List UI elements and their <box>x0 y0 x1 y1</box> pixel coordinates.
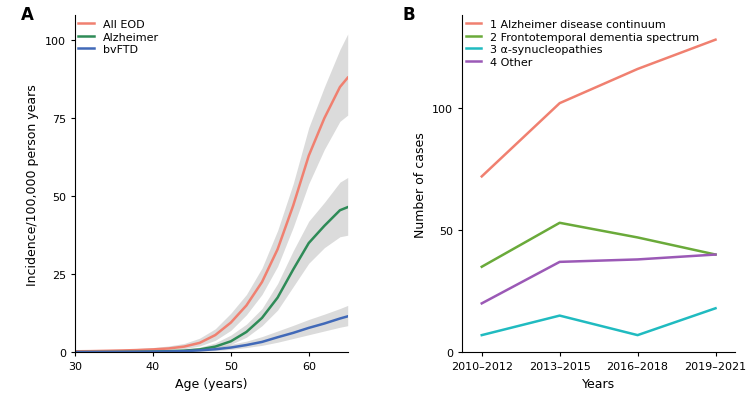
Alzheimer <box>289 267 298 272</box>
Y-axis label: Number of cases: Number of cases <box>414 132 427 237</box>
Line: Alzheimer: Alzheimer <box>75 208 348 352</box>
Alzheimer <box>148 349 158 354</box>
bvFTD <box>179 349 188 354</box>
bvFTD <box>86 350 95 355</box>
bvFTD <box>273 335 282 340</box>
bvFTD <box>133 350 142 354</box>
Line: 4 Other: 4 Other <box>482 255 716 304</box>
bvFTD <box>117 350 126 354</box>
All EOD <box>289 204 298 209</box>
1 Alzheimer disease continuum <box>633 67 642 72</box>
X-axis label: Age (years): Age (years) <box>175 377 248 390</box>
3 α-synucleopathies <box>555 313 564 318</box>
Alzheimer <box>335 208 344 213</box>
bvFTD <box>344 314 352 319</box>
Alzheimer <box>133 350 142 354</box>
1 Alzheimer disease continuum <box>555 102 564 107</box>
3 α-synucleopathies <box>477 333 486 338</box>
bvFTD <box>211 347 220 352</box>
Line: bvFTD: bvFTD <box>75 317 348 352</box>
Alzheimer <box>117 350 126 354</box>
1 Alzheimer disease continuum <box>477 175 486 179</box>
Line: 1 Alzheimer disease continuum: 1 Alzheimer disease continuum <box>482 40 716 177</box>
Alzheimer <box>242 330 251 335</box>
Alzheimer <box>257 315 266 320</box>
4 Other <box>477 301 486 306</box>
All EOD <box>70 349 80 354</box>
Legend: 1 Alzheimer disease continuum, 2 Frontotemporal dementia spectrum, 3 α-synucleop: 1 Alzheimer disease continuum, 2 Frontot… <box>466 19 699 68</box>
Alzheimer <box>304 241 313 246</box>
bvFTD <box>148 350 158 354</box>
bvFTD <box>242 343 251 347</box>
bvFTD <box>226 345 236 350</box>
Alzheimer <box>195 347 204 352</box>
Line: All EOD: All EOD <box>75 79 348 352</box>
bvFTD <box>195 348 204 353</box>
Alzheimer <box>179 348 188 353</box>
All EOD <box>211 333 220 338</box>
bvFTD <box>164 349 173 354</box>
2 Frontotemporal dementia spectrum <box>711 252 720 257</box>
Alzheimer <box>164 349 173 354</box>
X-axis label: Years: Years <box>582 377 615 390</box>
2 Frontotemporal dementia spectrum <box>477 264 486 269</box>
Alzheimer <box>70 350 80 355</box>
All EOD <box>148 347 158 352</box>
All EOD <box>86 349 95 354</box>
bvFTD <box>289 330 298 335</box>
All EOD <box>179 344 188 349</box>
All EOD <box>102 349 111 354</box>
Y-axis label: Incidence/100,000 person years: Incidence/100,000 person years <box>26 84 40 285</box>
bvFTD <box>257 340 266 345</box>
All EOD <box>164 346 173 351</box>
Alzheimer <box>226 339 236 344</box>
bvFTD <box>320 321 328 326</box>
Alzheimer <box>273 296 282 301</box>
All EOD <box>133 348 142 353</box>
All EOD <box>304 154 313 159</box>
3 α-synucleopathies <box>633 333 642 338</box>
All EOD <box>226 320 236 325</box>
Line: 2 Frontotemporal dementia spectrum: 2 Frontotemporal dementia spectrum <box>482 223 716 267</box>
2 Frontotemporal dementia spectrum <box>633 235 642 240</box>
bvFTD <box>335 316 344 321</box>
4 Other <box>711 252 720 257</box>
Alzheimer <box>211 344 220 349</box>
4 Other <box>555 260 564 264</box>
Legend: All EOD, Alzheimer, bvFTD: All EOD, Alzheimer, bvFTD <box>78 19 159 55</box>
Alzheimer <box>86 350 95 354</box>
Text: B: B <box>402 6 415 24</box>
All EOD <box>344 76 352 81</box>
All EOD <box>195 341 204 345</box>
Text: A: A <box>20 6 33 24</box>
bvFTD <box>304 326 313 330</box>
2 Frontotemporal dementia spectrum <box>555 221 564 226</box>
All EOD <box>117 348 126 353</box>
All EOD <box>320 117 328 121</box>
All EOD <box>273 247 282 252</box>
Alzheimer <box>344 205 352 210</box>
Alzheimer <box>102 350 111 354</box>
1 Alzheimer disease continuum <box>711 38 720 43</box>
Alzheimer <box>320 224 328 229</box>
All EOD <box>335 85 344 90</box>
All EOD <box>257 280 266 285</box>
bvFTD <box>102 350 111 354</box>
Line: 3 α-synucleopathies: 3 α-synucleopathies <box>482 309 716 335</box>
3 α-synucleopathies <box>711 306 720 311</box>
All EOD <box>242 303 251 308</box>
4 Other <box>633 257 642 262</box>
bvFTD <box>70 350 80 355</box>
